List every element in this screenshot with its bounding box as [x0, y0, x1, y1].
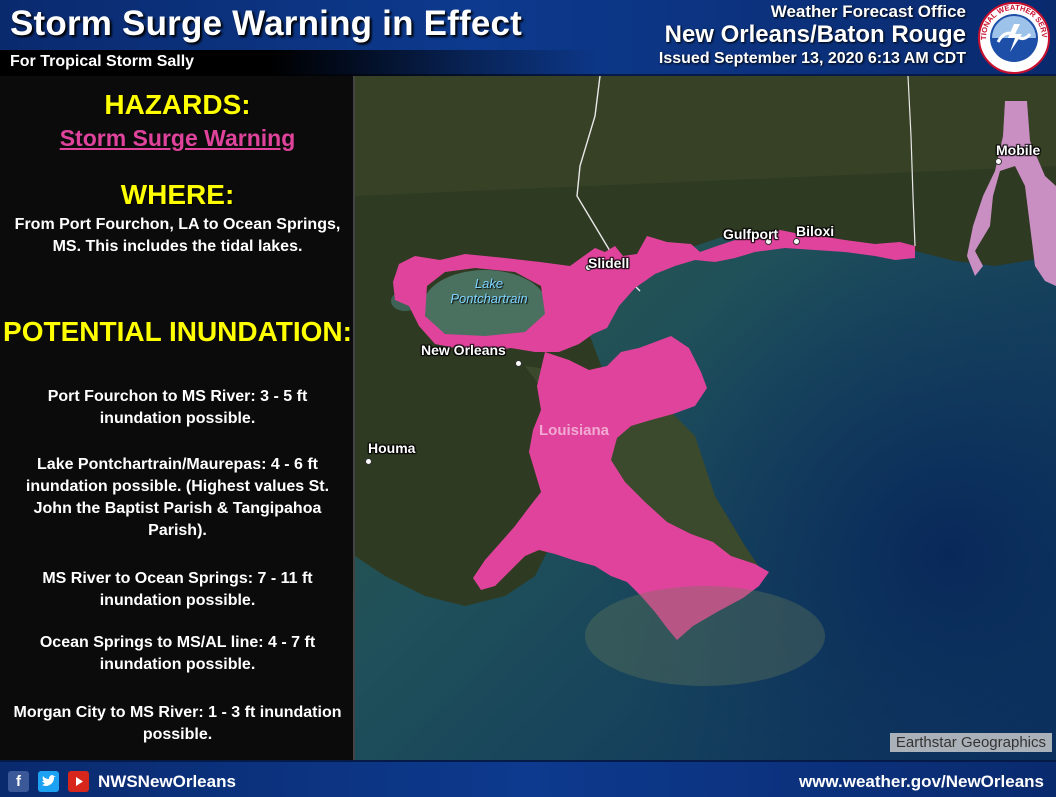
- hazards-heading: HAZARDS:: [104, 89, 251, 120]
- twitter-icon[interactable]: [38, 771, 59, 792]
- city-label-new-orleans: New Orleans: [421, 342, 506, 358]
- city-label-gulfport: Gulfport: [723, 226, 779, 242]
- office-label: Weather Forecast Office: [770, 2, 966, 21]
- inundation-item: Ocean Springs to MS/AL line: 4 - 7 ft in…: [39, 634, 316, 673]
- map-attribution: Earthstar Geographics: [889, 733, 1052, 752]
- city-marker-slidell: [585, 264, 592, 271]
- city-marker-gulfport: [765, 238, 772, 245]
- state-label-louisiana: Louisiana: [539, 422, 610, 439]
- surge-map[interactable]: Mobile Gulfport Biloxi Slidell New Orlea…: [355, 76, 1056, 760]
- subtitle-band: [0, 50, 600, 76]
- hazard-info-panel: HAZARDS: Storm Surge Warning WHERE: From…: [0, 76, 355, 760]
- graphic-subtitle: For Tropical Storm Sally: [10, 53, 195, 70]
- hazard-type: Storm Surge Warning: [59, 125, 296, 151]
- office-name: New Orleans/Baton Rouge: [664, 21, 966, 48]
- city-marker-mobile: [995, 158, 1002, 165]
- where-description: From Port Fourchon, LA to Ocean Springs,…: [14, 216, 341, 255]
- city-marker-biloxi: [793, 238, 800, 245]
- inundation-item: Lake Pontchartrain/Maurepas: 4 - 6 ft in…: [25, 456, 330, 539]
- facebook-icon[interactable]: f: [8, 771, 29, 792]
- youtube-icon[interactable]: [68, 771, 89, 792]
- inundation-item: Morgan City to MS River: 1 - 3 ft inunda…: [13, 704, 342, 743]
- state-line-ms-al: [907, 76, 916, 247]
- social-handle[interactable]: NWSNewOrleans: [98, 772, 236, 791]
- water-label-lake-pontchartrain: Lake Pontchartrain: [450, 276, 528, 306]
- city-label-houma: Houma: [368, 440, 416, 456]
- lake-pontchartrain: [423, 270, 547, 342]
- city-label-slidell: Slidell: [588, 255, 630, 271]
- land-mass: [355, 76, 1056, 606]
- city-marker-new-orleans: [515, 360, 522, 367]
- city-label-mobile: Mobile: [996, 142, 1041, 158]
- header-bar: Storm Surge Warning in Effect For Tropic…: [0, 0, 1056, 76]
- footer-bar: f NWSNewOrleans www.weather.gov/NewOrlea…: [0, 760, 1056, 797]
- city-label-biloxi: Biloxi: [796, 223, 835, 239]
- website-link[interactable]: www.weather.gov/NewOrleans: [798, 772, 1044, 791]
- city-marker-houma: [365, 458, 372, 465]
- warning-area-delta: [473, 336, 769, 640]
- map-graphic: [355, 76, 1056, 760]
- issued-time: Issued September 13, 2020 6:13 AM CDT: [658, 50, 966, 67]
- warning-area-lakes: [393, 230, 915, 352]
- watch-area: [967, 101, 1056, 286]
- inundation-item: MS River to Ocean Springs: 7 - 11 ft inu…: [42, 570, 313, 609]
- nws-logo-icon: NATIONAL WEATHER SERVICE: [978, 2, 1050, 74]
- inundation-heading: POTENTIAL INUNDATION:: [3, 316, 352, 347]
- inundation-item: Port Fourchon to MS River: 3 - 5 ft inun…: [47, 388, 308, 427]
- where-heading: WHERE:: [120, 179, 235, 210]
- graphic-title: Storm Surge Warning in Effect: [10, 4, 523, 43]
